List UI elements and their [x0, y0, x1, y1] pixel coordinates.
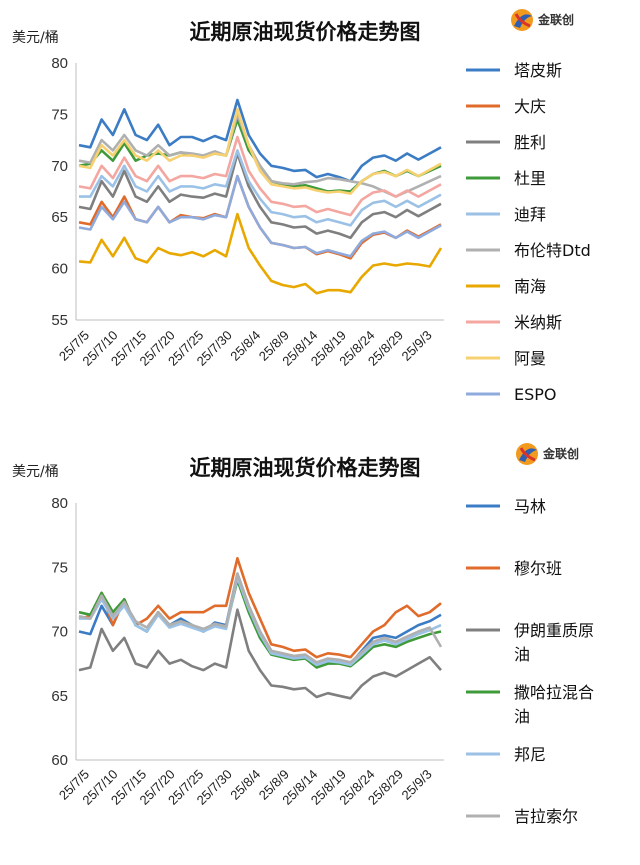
legend-label-cont: 油 — [514, 707, 530, 726]
series-line-3 — [78, 608, 442, 700]
y-tick-label: 75 — [51, 559, 68, 576]
legend-label: 米纳斯 — [514, 313, 562, 332]
legend-label-cont: 油 — [514, 645, 530, 664]
y-tick-label: 65 — [51, 688, 68, 705]
series-line-3 — [78, 152, 442, 240]
legend-label: 杜里 — [514, 169, 546, 188]
series-line-5 — [79, 576, 442, 667]
y-tick-label: 75 — [51, 106, 68, 123]
brand-logo: 金联创 — [516, 443, 579, 465]
y-tick-label: 80 — [51, 495, 68, 512]
y-tick-label: 60 — [51, 752, 68, 769]
legend-label: ESPO — [514, 385, 557, 404]
x-tick-label: 25/8/4 — [227, 328, 263, 364]
plot-area-bottom: 606570758025/7/525/7/1025/7/1525/7/2025/… — [51, 495, 444, 808]
legend-label: 南海 — [514, 277, 546, 296]
series-line-1 — [78, 98, 442, 183]
legend-label: 伊朗重质原 — [514, 621, 594, 640]
x-tick-label: 25/9/3 — [399, 767, 435, 803]
series-line-6 — [78, 113, 442, 198]
legend-label: 大庆 — [514, 97, 546, 116]
brand-logo-text: 金联创 — [542, 446, 579, 461]
chart-title: 近期原油现货价格走势图 — [190, 456, 421, 480]
legend-label: 阿曼 — [514, 349, 546, 368]
y-axis-unit: 美元/桶 — [12, 30, 59, 46]
y-tick-label: 60 — [51, 261, 68, 278]
chart-title: 近期原油现货价格走势图 — [190, 20, 421, 44]
brand-logo: 金联创 — [511, 9, 574, 31]
x-tick-label: 25/9/3 — [399, 328, 435, 364]
legend-label: 胜利 — [514, 133, 546, 152]
legend-label: 撒哈拉混合 — [514, 683, 594, 702]
series-line-5 — [79, 149, 442, 227]
series-line-10 — [78, 174, 442, 258]
series-line-6 — [78, 572, 443, 664]
y-tick-label: 80 — [51, 55, 68, 72]
legend-label: 吉拉索尔 — [514, 807, 578, 826]
y-tick-label: 55 — [51, 312, 68, 329]
chart-bottom: 美元/桶 近期原油现货价格走势图 金联创 60 65 70 75 80 25/7/5 25/… — [0, 430, 640, 865]
series-line-7 — [78, 212, 443, 295]
series-line-8 — [78, 135, 442, 217]
chart-bottom-svg: 美元/桶 近期原油现货价格走势图 金联创 606570758025/7/525/… — [12, 443, 594, 826]
chart-top-svg: 美元/桶 近期原油现货价格走势图 金联创 55606570758025/7/52… — [12, 9, 591, 404]
legend-label: 穆尔班 — [514, 559, 562, 578]
y-tick-label: 65 — [51, 209, 68, 226]
plot-area-top: 55606570758025/7/525/7/1025/7/1525/7/202… — [51, 55, 444, 369]
legend-label: 塔皮斯 — [514, 61, 562, 80]
brand-logo-text: 金联创 — [537, 12, 574, 27]
legend-label: 邦尼 — [514, 745, 546, 764]
x-tick-label: 25/8/4 — [227, 767, 263, 803]
y-tick-label: 70 — [51, 624, 68, 641]
legend-label: 迪拜 — [514, 205, 546, 224]
chart-top: 美元/桶 近期原油现货价格走势图 金联创 55 60 65 70 75 80 25/7/5 2… — [0, 0, 640, 430]
series-line-9 — [78, 108, 442, 195]
y-tick-label: 70 — [51, 158, 68, 175]
y-axis-unit: 美元/桶 — [12, 464, 59, 480]
legend-label: 布伦特Dtd — [514, 241, 591, 260]
legend-label: 马林 — [514, 497, 546, 516]
